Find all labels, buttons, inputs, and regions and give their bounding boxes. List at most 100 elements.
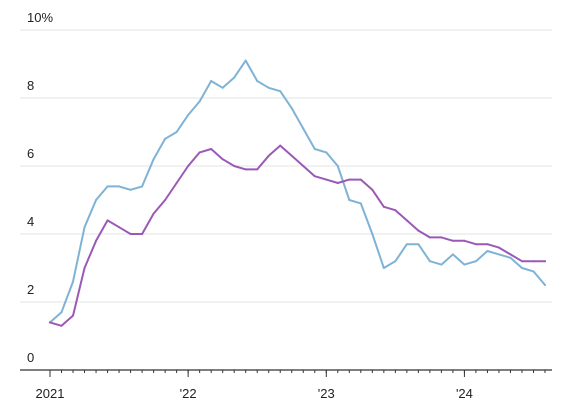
series-1-point	[233, 76, 236, 79]
y-tick-label: 2	[27, 282, 34, 297]
series-1-point	[83, 226, 86, 229]
series-1-point	[509, 256, 512, 259]
series-1-point	[106, 185, 109, 188]
series-2-point	[405, 219, 408, 222]
series-line-2	[49, 144, 546, 327]
y-tick-label: 0	[27, 350, 34, 365]
series-2-point	[544, 260, 546, 263]
series-2-point	[325, 178, 328, 181]
axes	[20, 369, 552, 377]
series-1-point	[290, 107, 293, 110]
series-2-point	[118, 226, 121, 229]
series-2-point	[474, 243, 477, 246]
series-2-point	[187, 165, 190, 167]
series-2-point	[509, 253, 512, 256]
series-1-point	[302, 127, 305, 130]
series-2-point	[463, 239, 466, 242]
series-1-point	[141, 185, 144, 188]
series-2-point	[95, 239, 98, 242]
series-2-point	[382, 205, 385, 208]
series-2-point	[129, 233, 132, 235]
series-1-point	[532, 270, 535, 273]
series-2-point	[233, 165, 236, 167]
series-2-point	[486, 243, 489, 246]
series-2-point	[210, 148, 213, 150]
series-1-point	[256, 80, 259, 82]
series-line-1	[49, 59, 546, 324]
series-2-point	[428, 236, 431, 239]
series-2-point	[267, 154, 270, 157]
series-2-point	[106, 219, 109, 222]
series-1-point	[463, 263, 466, 266]
series-2-point	[221, 158, 224, 161]
series-1-point	[440, 263, 443, 266]
series-1-point	[175, 131, 178, 133]
series-2-point	[175, 182, 178, 184]
series-2-point	[244, 168, 247, 171]
series-2-point	[440, 236, 443, 239]
tick-labels: 0 2 4 6 8 10% 2021 '22 '23 '24	[27, 10, 473, 401]
series-2-point	[256, 168, 259, 171]
y-tick-label: 6	[27, 146, 34, 161]
gridlines	[20, 29, 552, 303]
series-2-point	[302, 165, 305, 167]
series-2-point	[359, 178, 362, 181]
series-1-point	[221, 86, 224, 89]
series-1-point	[325, 151, 328, 154]
series-2-point	[49, 321, 51, 324]
series-2-point	[520, 260, 523, 263]
x-tick-label: '24	[456, 386, 473, 401]
series-1-point	[313, 148, 316, 150]
series-1-point	[474, 260, 477, 263]
series-1-point	[336, 165, 339, 167]
series-1-point	[152, 158, 155, 161]
series-1-point	[497, 253, 500, 256]
x-tick-label: '22	[180, 386, 197, 401]
series-1-point	[394, 260, 397, 263]
series-2-point	[313, 175, 316, 178]
series-1-point	[544, 284, 546, 286]
series-1-point	[451, 253, 454, 256]
series-2-point	[497, 246, 500, 249]
series-2-point	[152, 212, 155, 215]
series-2-point	[279, 144, 282, 147]
series-1-point	[428, 260, 431, 263]
series-1-point	[382, 267, 385, 269]
series-1-point	[279, 90, 282, 93]
series-2-point	[72, 314, 75, 317]
series-2-point	[394, 209, 397, 212]
series-1-point	[417, 243, 420, 246]
series-2-point	[348, 178, 351, 181]
series-1-point	[486, 250, 489, 252]
series-2-point	[290, 154, 293, 157]
series-1-point	[187, 114, 190, 116]
series-2-point	[371, 188, 374, 191]
x-tick-label: 2021	[36, 386, 65, 401]
series-1-point	[210, 80, 213, 82]
y-tick-label: 8	[27, 78, 34, 93]
series-1-point	[198, 100, 201, 103]
series-1-point	[359, 202, 362, 205]
series-1-point	[267, 86, 270, 89]
series-2-point	[336, 182, 339, 184]
y-tick-label: 10%	[27, 10, 53, 25]
series-1-point	[405, 243, 408, 246]
series-2-point	[164, 199, 167, 201]
series-1-point	[371, 233, 374, 235]
series-2-point	[198, 151, 201, 154]
series-2-point	[417, 229, 420, 232]
y-tick-label: 4	[27, 214, 34, 229]
series-2-point	[83, 267, 86, 269]
series-2-point	[532, 260, 535, 263]
series-1-point	[118, 185, 121, 188]
series-1-point	[60, 311, 63, 314]
series-2-point	[60, 324, 63, 327]
series-1-point	[95, 199, 98, 201]
series-1-point	[164, 137, 167, 140]
x-tick-label: '23	[318, 386, 335, 401]
series-1-point	[244, 59, 247, 62]
series-1-point	[520, 267, 523, 269]
series-1-point	[129, 188, 132, 191]
series-1-point	[348, 199, 351, 201]
